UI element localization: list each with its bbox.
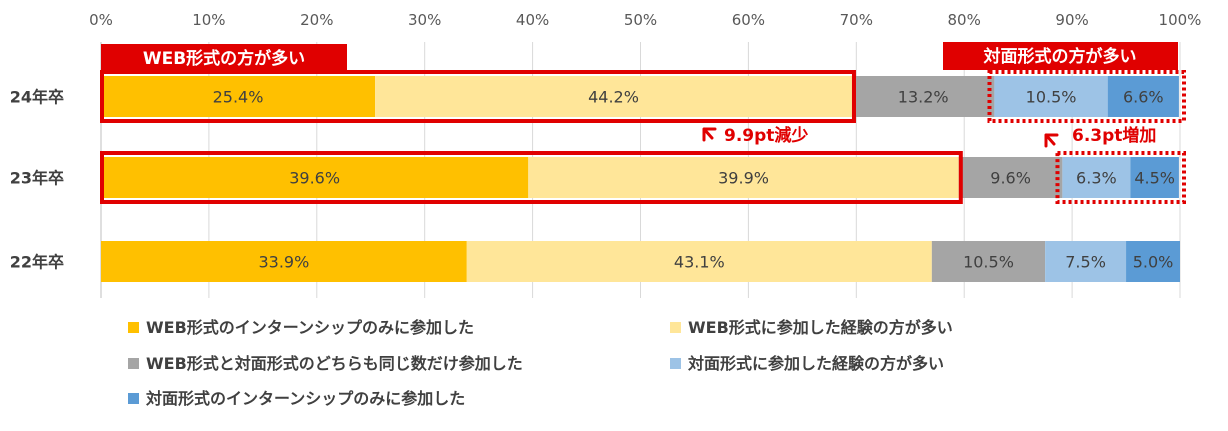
bar-segment [1130,157,1179,198]
x-tick-label: 40% [516,11,549,29]
x-tick-label: 0% [89,11,113,29]
bar-segment [375,76,852,117]
face-badge-label: 対面形式の方が多い [983,46,1137,67]
x-tick-label: 50% [624,11,657,29]
data-label: 33.9% [258,253,309,272]
data-label: 10.5% [1026,88,1077,107]
legend-label: 対面形式に参加した経験の方が多い [687,354,944,373]
legend-swatch [128,358,139,369]
data-label: 6.6% [1123,88,1164,107]
bar-segment [931,241,1046,282]
legend-label: WEB形式のインターンシップのみに参加した [146,318,474,337]
bar-segment [1062,157,1131,198]
data-label: 7.5% [1065,253,1106,272]
bar-segment [101,241,467,282]
data-label: 25.4% [213,88,264,107]
x-tick-label: 30% [408,11,441,29]
bar-segment [958,157,1063,198]
bar-segment [1045,241,1127,282]
data-label: 9.6% [990,169,1031,188]
legend-label: WEB形式に参加した経験の方が多い [688,318,953,337]
bar-segment [101,76,376,117]
data-label: 6.3% [1076,169,1117,188]
face-highlight-box-23 [1055,151,1187,204]
decrease-arrow [702,127,717,142]
category-label: 24年卒 [10,88,64,107]
data-label: 39.9% [718,169,769,188]
data-label: 4.5% [1134,169,1175,188]
web-badge-label: WEB形式の方が多い [143,48,305,69]
x-tick-label: 20% [300,11,333,29]
face-highlight-box-24 [987,70,1187,123]
x-tick-label: 90% [1055,11,1088,29]
category-label: 23年卒 [10,169,64,188]
bar-segment [1126,241,1180,282]
web-highlight-box-24 [100,70,856,123]
data-label: 5.0% [1133,253,1174,272]
category-label: 22年卒 [10,253,64,272]
x-tick-label: 80% [948,11,981,29]
bar-segment [528,157,959,198]
bar-segment [1107,76,1179,117]
data-label: 44.2% [588,88,639,107]
x-tick-label: 10% [192,11,225,29]
data-label: 10.5% [963,253,1014,272]
x-tick-label: 70% [840,11,873,29]
bar-segment [994,76,1108,117]
increase-annotation: 6.3pt増加 [1072,125,1156,146]
decrease-annotation: 9.9pt減少 [724,125,808,146]
web-badge [101,44,347,72]
legend-label: WEB形式と対面形式のどちらも同じ数だけ参加した [146,354,523,373]
bar-segment [851,76,995,117]
increase-arrow [1044,133,1059,148]
legend-swatch [670,322,681,333]
data-label: 13.2% [898,88,949,107]
legend-swatch [128,322,139,333]
face-badge [943,42,1178,70]
x-tick-label: 60% [732,11,765,29]
data-label: 43.1% [674,253,725,272]
web-highlight-box-23 [100,151,963,204]
legend-swatch [670,358,681,369]
legend-label: 対面形式のインターンシップのみに参加した [145,389,465,408]
legend-swatch [128,393,139,404]
bar-segment [101,157,529,198]
x-tick-label: 100% [1159,11,1202,29]
data-label: 39.6% [289,169,340,188]
bar-segment [466,241,932,282]
